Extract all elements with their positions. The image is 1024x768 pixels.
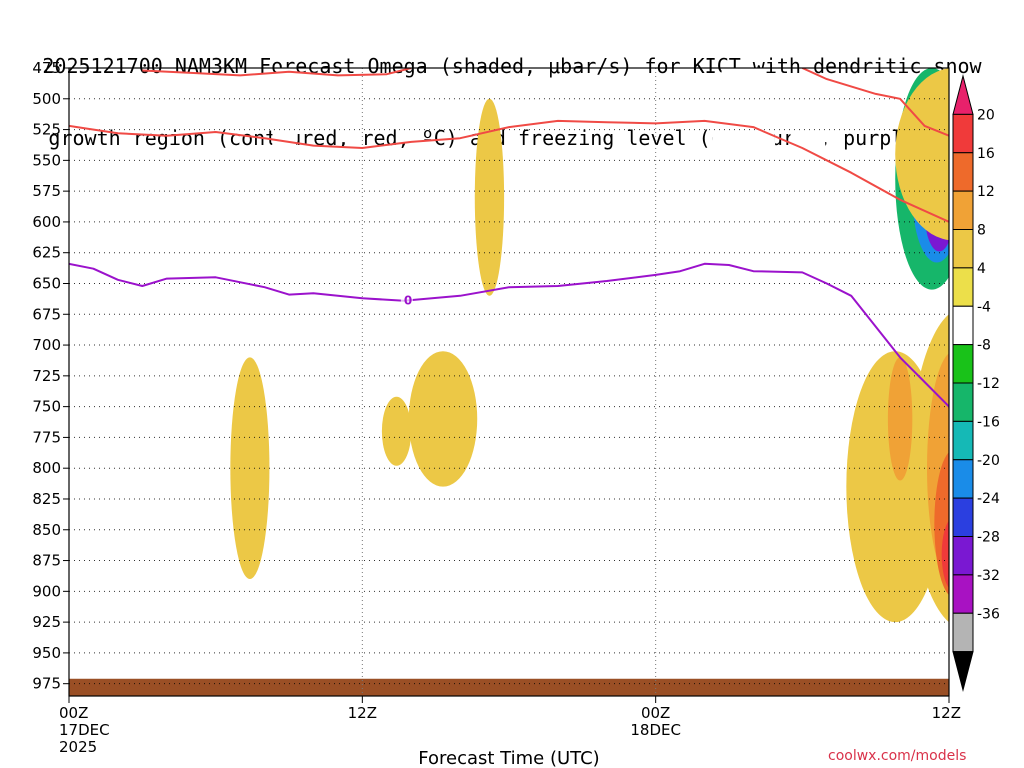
y-tick-label: 875 [32,552,61,570]
colorbar-tick-label: -32 [977,568,1000,584]
omega-shading [69,68,1024,623]
y-tick-label: 625 [32,244,61,262]
omega-region [887,357,913,481]
contours: -12-180 [69,68,949,410]
y-tick-label: 525 [32,121,61,139]
y-tick-label: 825 [32,490,61,508]
y-tick-label: 800 [32,459,61,477]
colorbar-bin [952,344,974,384]
colorbar-tick-label: -12 [977,376,1000,392]
colorbar-tick-label: 12 [977,184,995,200]
dgz-contour [142,68,412,77]
y-tick-label: 600 [32,213,61,231]
x-tick-label: 18DEC [630,721,681,739]
y-tick-label: 675 [32,305,61,323]
freezing-level-label-bg [400,292,413,307]
omega-region [1005,99,1024,468]
colorbar-tick-label: 20 [977,107,995,123]
colorbar-bin [952,267,974,307]
colorbar-bin [952,382,974,422]
colorbar-bin [952,113,974,154]
freezing-level-label: 0 [404,294,412,308]
y-tick-label: 700 [32,336,61,354]
y-tick-label: 475 [32,59,61,77]
dgz-contour [801,68,949,137]
colorbar: 20 16 12 8 4 -4 -8 -12 -16 -20 -24 -28 -32 -36 [952,74,1000,692]
omega-region [69,172,113,419]
dgz-contour [69,119,949,224]
colorbar-tick-label: -16 [977,414,1000,430]
colorbar-tick-label: 8 [977,223,986,239]
y-tick-label: 975 [32,675,61,693]
omega-region [986,111,1024,333]
colorbar-tick-label: -8 [977,338,991,354]
y-tick-label: 500 [32,90,61,108]
omega-region [345,221,370,321]
colorbar-bin [952,420,974,461]
terrain [69,678,949,696]
y-tick-label: 750 [32,398,61,416]
x-tick-label: 00Z [59,704,88,722]
colorbar-bin [952,497,974,537]
plot-frame [68,67,950,697]
axes: 475 500 525 550 575 600 625 650 675 700 725 750 775 8… [32,59,961,756]
omega-region [790,443,864,580]
colorbar-bin [952,536,974,576]
omega-region [758,160,808,580]
colorbar-bin [952,574,974,614]
colorbar-cap-top [952,74,974,115]
y-tick-label: 550 [32,151,61,169]
omega-region [474,98,505,296]
colorbar-bin [952,190,974,230]
grid [69,67,949,696]
omega-region [381,396,412,466]
title-line-1: 2025121700 NAM3KM Forecast Omega (shaded… [42,54,982,78]
colorbar-tick-label: -36 [977,606,1000,622]
colorbar-tick-label: -24 [977,491,1000,507]
y-tick-label: 650 [32,274,61,292]
colorbar-tick-label: -28 [977,530,1000,546]
terrain-fill [69,678,949,696]
x-tick-label: 00Z [641,704,670,722]
colorbar-tick-label: -20 [977,453,1000,469]
omega-region [408,351,478,487]
omega-region [191,505,221,604]
colorbar-bin [952,612,974,653]
y-tick-label: 850 [32,521,61,539]
omega-region [271,68,297,302]
colorbar-tick-label: -4 [977,299,991,315]
x-tick-label: 12Z [932,704,961,722]
colorbar-tick-label: 4 [977,261,986,277]
colorbar-cap-bottom [952,651,974,692]
omega-region [787,98,827,247]
colorbar-bin [952,459,974,499]
x-tick-label: 17DEC [59,721,110,739]
freezing-level-contour [69,262,949,410]
y-tick-label: 575 [32,182,61,200]
omega-region [895,68,949,241]
y-tick-label: 775 [32,428,61,446]
y-tick-label: 900 [32,582,61,600]
omega-region [941,520,949,589]
y-tick-label: 925 [32,613,61,631]
colorbar-bin [952,152,974,192]
x-tick-label: 12Z [348,704,377,722]
y-tick-label: 725 [32,367,61,385]
y-tick-label: 950 [32,644,61,662]
credit-text: coolwx.com/models [828,748,966,764]
x-axis-label: Forecast Time (UTC) [418,748,599,768]
chart-title: 2025121700 NAM3KM Forecast Omega (shaded… [0,6,1024,174]
colorbar-tick-label: 16 [977,146,995,162]
x-tick-label: 2025 [59,738,97,756]
colorbar-bin [952,305,974,346]
colorbar-bin [952,229,974,269]
